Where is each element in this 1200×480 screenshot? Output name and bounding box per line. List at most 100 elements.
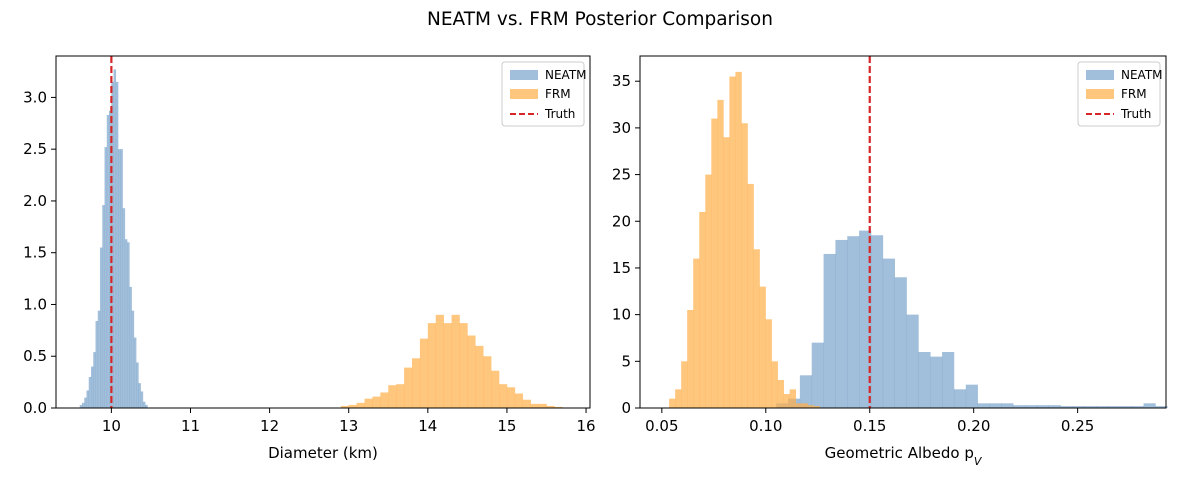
albedo-frm-bar: [717, 99, 724, 408]
albedo-neatm-bar: [918, 351, 931, 408]
albedo-frm-bar: [801, 403, 809, 408]
albedo-frm-bar: [777, 379, 784, 408]
albedo-legend-neatm-swatch: [1086, 70, 1114, 80]
diameter-legend-frm-label: FRM: [545, 87, 571, 101]
diameter-y-tick-label: 2.0: [23, 192, 47, 210]
albedo-neatm-bar: [906, 314, 919, 408]
albedo-x-tick-label: 0.15: [853, 417, 886, 435]
albedo-y-tick-label: 0: [621, 399, 631, 417]
albedo-neatm-bar: [1025, 405, 1038, 408]
diameter-x-tick-label: 10: [102, 417, 121, 435]
albedo-y-ticks: 0 5 10 15 20 25 30 35: [612, 72, 640, 417]
diameter-frm-bar: [412, 358, 421, 408]
albedo-y-tick-label: 5: [621, 352, 631, 370]
diameter-frm-bar: [380, 392, 389, 408]
diameter-legend: NEATM FRM Truth: [501, 61, 587, 127]
albedo-frm-bar: [675, 389, 682, 408]
albedo-legend: NEATM FRM Truth: [1077, 61, 1163, 127]
albedo-neatm-bar: [930, 356, 943, 408]
diameter-neatm-bar: [100, 247, 103, 408]
diameter-frm-bar: [451, 314, 460, 408]
albedo-neatm-bar: [977, 403, 990, 408]
albedo-y-tick-label: 15: [612, 259, 631, 277]
diameter-x-tick-label: 15: [497, 417, 516, 435]
albedo-neatm-bar: [799, 375, 813, 408]
diameter-frm-bar: [499, 384, 508, 408]
albedo-neatm-bar: [1036, 405, 1050, 408]
albedo-neatm-bar: [859, 230, 872, 408]
albedo-frm-bar: [783, 393, 790, 408]
albedo-neatm-bar: [1096, 406, 1109, 408]
diameter-neatm-bar: [140, 391, 144, 408]
diameter-frm-bar: [419, 338, 429, 408]
albedo-frm-bar: [741, 123, 748, 408]
albedo-neatm-bar: [811, 342, 824, 408]
diameter-frm-bar: [554, 406, 563, 408]
albedo-legend-truth-label: Truth: [1120, 107, 1151, 121]
diameter-neatm-bar: [113, 69, 117, 409]
diameter-neatm-bar: [133, 337, 137, 408]
albedo-neatm-bar: [870, 235, 884, 408]
diameter-frm-bar: [475, 345, 484, 408]
albedo-frm-bar: [813, 406, 821, 408]
diameter-x-tick-label: 12: [260, 417, 279, 435]
diameter-frm-bar: [404, 367, 413, 408]
albedo-neatm-bar: [894, 277, 907, 408]
albedo-y-tick-label: 25: [612, 166, 631, 184]
diameter-neatm-bar: [142, 401, 146, 408]
diameter-neatm-bar: [84, 397, 87, 408]
albedo-frm-bar: [705, 174, 712, 408]
albedo-neatm-bar: [1131, 406, 1144, 408]
diameter-x-ticks: 10 11 12 13 14 15 16: [102, 408, 596, 435]
albedo-x-ticks: 0.05 0.10 0.15 0.20 0.25: [645, 408, 1094, 435]
albedo-frm-bar: [771, 361, 778, 408]
albedo-frm-bar: [735, 71, 742, 409]
diameter-y-tick-label: 1.5: [23, 244, 47, 262]
diameter-neatm-bar: [79, 404, 83, 408]
albedo-neatm-bar: [882, 258, 895, 408]
albedo-y-tick-label: 20: [612, 212, 631, 230]
diameter-neatm-bar: [138, 383, 141, 408]
diameter-neatm-bar: [131, 310, 135, 408]
diameter-frm-bar: [522, 399, 531, 408]
albedo-legend-frm-label: FRM: [1121, 87, 1147, 101]
diameter-legend-frm-swatch: [510, 89, 538, 99]
albedo-neatm-bar: [1060, 406, 1073, 408]
diameter-panel: 10 11 12 13 14 15 16 0.0 0.5 1.0 1.5 2.0 2.5 3.0 Dia…: [23, 55, 596, 462]
diameter-frm-bar: [467, 335, 476, 408]
diameter-legend-neatm-label: NEATM: [545, 68, 587, 82]
diameter-frm-bar: [372, 396, 381, 408]
diameter-frm-bar: [483, 356, 492, 408]
diameter-neatm-bar: [81, 402, 85, 408]
albedo-legend-frm-swatch: [1086, 89, 1114, 99]
diameter-neatm-bar: [91, 366, 94, 408]
figure-title: NEATM vs. FRM Posterior Comparison: [427, 9, 773, 30]
albedo-frm-bar: [789, 389, 797, 408]
diameter-neatm-bar: [111, 81, 114, 408]
albedo-panel: 0.05 0.10 0.15 0.20 0.25 0 5 10 15 20 25 30 35 Geom…: [612, 55, 1168, 468]
diameter-neatm-bar: [93, 352, 96, 408]
albedo-bars: [669, 71, 1168, 409]
diameter-neatm-bar: [122, 208, 126, 408]
albedo-x-tick-label: 0.10: [749, 417, 782, 435]
diameter-frm-bar: [340, 405, 350, 408]
albedo-x-axis-label: Geometric Albedo pV: [825, 444, 983, 468]
diameter-neatm-bar: [104, 147, 108, 409]
albedo-frm-bar: [669, 398, 676, 408]
diameter-frm-bar: [538, 403, 547, 408]
albedo-x-axis-label-main: Geometric Albedo p: [825, 444, 974, 462]
diameter-x-tick-label: 13: [339, 417, 358, 435]
diameter-frm-bar: [546, 405, 555, 408]
albedo-neatm-bar: [1119, 406, 1132, 408]
diameter-neatm-bar: [106, 115, 110, 408]
albedo-frm-bar: [699, 211, 706, 408]
diameter-frm-bar: [396, 384, 405, 408]
albedo-neatm-bar: [1072, 406, 1085, 408]
diameter-neatm-bar: [136, 362, 139, 408]
albedo-frm-bar: [759, 286, 766, 408]
albedo-neatm-bar: [1001, 403, 1014, 408]
diameter-frm-bar: [356, 402, 365, 408]
diameter-frm-bar: [459, 323, 468, 408]
diameter-neatm-bar: [86, 390, 90, 408]
